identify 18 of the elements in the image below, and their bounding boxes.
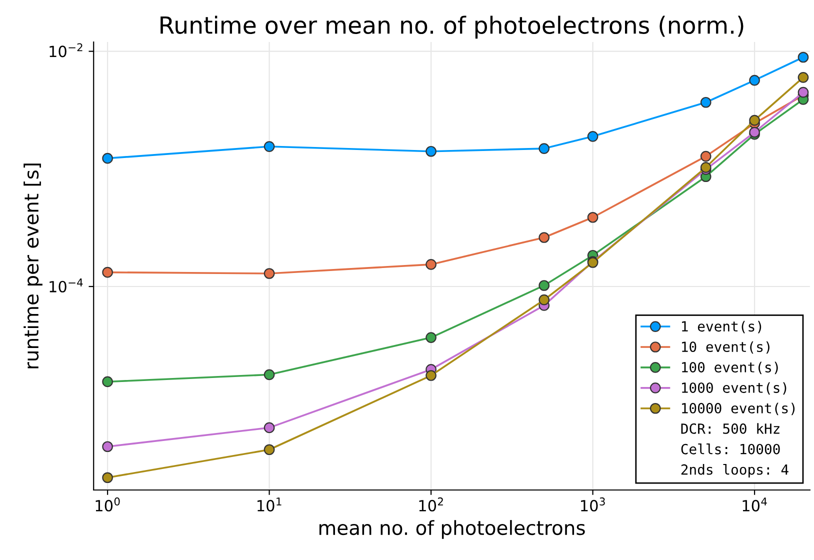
y-axis-title: runtime per event [s] <box>24 164 42 368</box>
x-axis-title: mean no. of photoelectrons <box>319 520 585 539</box>
legend-label: 10 event(s) <box>682 341 770 354</box>
chart-title: Runtime over mean no. of photoelectrons (norm.) <box>160 16 744 39</box>
annotation: Cells: 10000 <box>681 444 780 454</box>
x-tick-label: 10$^{2}$ <box>419 497 443 512</box>
annotation: DCR: 500 kHz <box>681 423 780 434</box>
x-tick-label: 10$^{1}$ <box>258 498 282 512</box>
legend-label: 10000 event(s) <box>682 402 795 416</box>
x-tick-label: 10$^{0}$ <box>96 497 120 512</box>
annotation: 2nds loops: 4 <box>681 464 788 478</box>
y-tick-label: 10$^{−2}$ <box>50 43 82 58</box>
x-tick-label: 10$^{4}$ <box>742 498 767 512</box>
legend-label: 100 event(s) <box>682 362 778 374</box>
legend-label: 1000 event(s) <box>682 382 786 395</box>
y-tick-label: 10$^{−4}$ <box>50 278 83 292</box>
x-tick-label: 10$^{3}$ <box>581 497 605 512</box>
legend-label: 1 event(s) <box>682 320 762 334</box>
